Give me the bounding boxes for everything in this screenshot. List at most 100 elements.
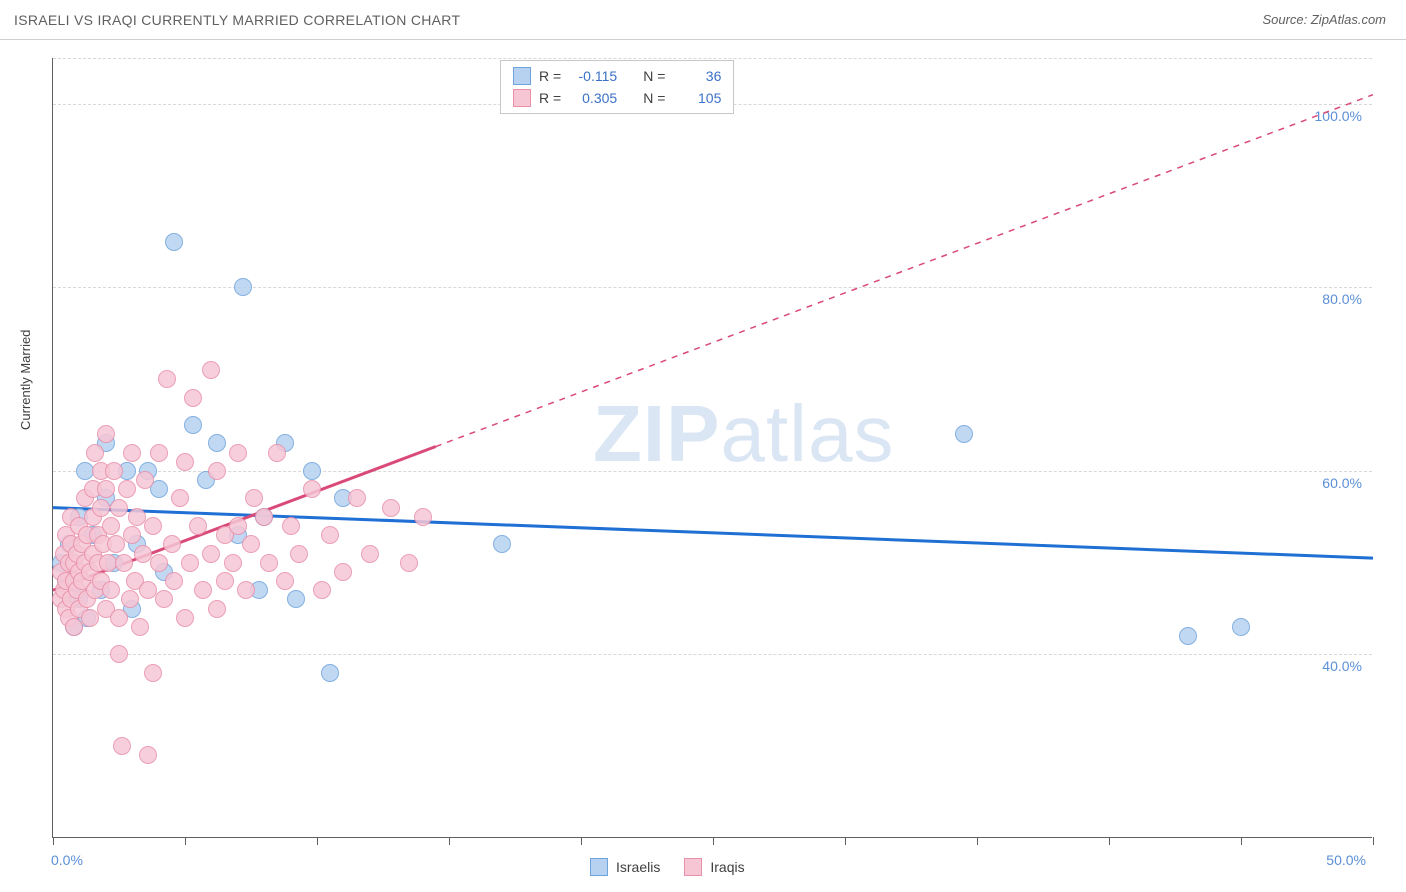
data-point-iraqis bbox=[110, 645, 128, 663]
x-tick bbox=[449, 837, 450, 845]
chart-title: ISRAELI VS IRAQI CURRENTLY MARRIED CORRE… bbox=[14, 12, 460, 28]
source-text: Source: ZipAtlas.com bbox=[1262, 12, 1386, 27]
data-point-iraqis bbox=[334, 563, 352, 581]
data-point-iraqis bbox=[237, 581, 255, 599]
grid-line bbox=[53, 654, 1372, 655]
x-tick bbox=[845, 837, 846, 845]
data-point-iraqis bbox=[163, 535, 181, 553]
data-point-iraqis bbox=[202, 545, 220, 563]
header-bar: ISRAELI VS IRAQI CURRENTLY MARRIED CORRE… bbox=[0, 0, 1406, 40]
legend-swatch bbox=[590, 858, 608, 876]
grid-line bbox=[53, 58, 1372, 59]
data-point-iraqis bbox=[144, 517, 162, 535]
data-point-iraqis bbox=[136, 471, 154, 489]
legend-series-item: Israelis bbox=[590, 858, 660, 876]
x-tick bbox=[1109, 837, 1110, 845]
legend-series-label: Iraqis bbox=[710, 859, 744, 875]
legend-r-label: R = bbox=[539, 90, 561, 106]
data-point-iraqis bbox=[105, 462, 123, 480]
data-point-israelis bbox=[1179, 627, 1197, 645]
data-point-iraqis bbox=[176, 453, 194, 471]
x-tick bbox=[1241, 837, 1242, 845]
data-point-iraqis bbox=[123, 444, 141, 462]
data-point-iraqis bbox=[115, 554, 133, 572]
data-point-iraqis bbox=[348, 489, 366, 507]
data-point-iraqis bbox=[110, 609, 128, 627]
data-point-iraqis bbox=[110, 499, 128, 517]
plot-area: ZIPatlas 40.0%60.0%80.0%100.0%0.0%50.0% bbox=[52, 58, 1372, 838]
x-tick bbox=[1373, 837, 1374, 845]
legend-r-value: -0.115 bbox=[569, 68, 617, 84]
legend-correlation: R =-0.115N =36R =0.305N =105 bbox=[500, 60, 734, 114]
data-point-israelis bbox=[1232, 618, 1250, 636]
legend-swatch bbox=[684, 858, 702, 876]
legend-corr-row: R =-0.115N =36 bbox=[513, 65, 721, 87]
x-tick bbox=[53, 837, 54, 845]
data-point-iraqis bbox=[414, 508, 432, 526]
data-point-iraqis bbox=[113, 737, 131, 755]
x-tick-label: 0.0% bbox=[51, 852, 83, 868]
y-axis-label: Currently Married bbox=[18, 330, 33, 430]
data-point-iraqis bbox=[165, 572, 183, 590]
legend-series-item: Iraqis bbox=[684, 858, 744, 876]
data-point-iraqis bbox=[229, 444, 247, 462]
data-point-iraqis bbox=[245, 489, 263, 507]
y-tick-label: 80.0% bbox=[1322, 291, 1362, 307]
watermark: ZIPatlas bbox=[593, 388, 894, 480]
data-point-iraqis bbox=[171, 489, 189, 507]
data-point-israelis bbox=[287, 590, 305, 608]
data-point-iraqis bbox=[208, 600, 226, 618]
legend-corr-row: R =0.305N =105 bbox=[513, 87, 721, 109]
data-point-israelis bbox=[234, 278, 252, 296]
data-point-iraqis bbox=[121, 590, 139, 608]
data-point-iraqis bbox=[208, 462, 226, 480]
x-tick bbox=[185, 837, 186, 845]
data-point-iraqis bbox=[382, 499, 400, 517]
data-point-iraqis bbox=[102, 517, 120, 535]
data-point-israelis bbox=[165, 233, 183, 251]
data-point-iraqis bbox=[303, 480, 321, 498]
data-point-iraqis bbox=[268, 444, 286, 462]
data-point-iraqis bbox=[224, 554, 242, 572]
data-point-iraqis bbox=[260, 554, 278, 572]
data-point-iraqis bbox=[242, 535, 260, 553]
watermark-bold: ZIP bbox=[593, 389, 720, 478]
data-point-iraqis bbox=[202, 361, 220, 379]
x-tick bbox=[977, 837, 978, 845]
data-point-iraqis bbox=[216, 572, 234, 590]
legend-swatch bbox=[513, 67, 531, 85]
data-point-iraqis bbox=[290, 545, 308, 563]
data-point-iraqis bbox=[150, 554, 168, 572]
legend-n-value: 105 bbox=[673, 90, 721, 106]
data-point-iraqis bbox=[118, 480, 136, 498]
y-tick-label: 60.0% bbox=[1322, 475, 1362, 491]
data-point-israelis bbox=[955, 425, 973, 443]
data-point-israelis bbox=[184, 416, 202, 434]
data-point-iraqis bbox=[400, 554, 418, 572]
legend-n-label: N = bbox=[643, 90, 665, 106]
legend-series-label: Israelis bbox=[616, 859, 660, 875]
legend-r-label: R = bbox=[539, 68, 561, 84]
data-point-iraqis bbox=[97, 480, 115, 498]
legend-series: Israelis Iraqis bbox=[590, 858, 745, 876]
data-point-iraqis bbox=[276, 572, 294, 590]
y-tick-label: 40.0% bbox=[1322, 658, 1362, 674]
data-point-iraqis bbox=[361, 545, 379, 563]
trend-line-dashed-iraqis bbox=[436, 95, 1373, 447]
data-point-israelis bbox=[303, 462, 321, 480]
data-point-iraqis bbox=[150, 444, 168, 462]
data-point-iraqis bbox=[102, 581, 120, 599]
x-tick bbox=[317, 837, 318, 845]
data-point-iraqis bbox=[97, 425, 115, 443]
data-point-iraqis bbox=[255, 508, 273, 526]
data-point-israelis bbox=[321, 664, 339, 682]
data-point-iraqis bbox=[81, 609, 99, 627]
trend-svg bbox=[53, 58, 1373, 838]
data-point-iraqis bbox=[158, 370, 176, 388]
x-tick-label: 50.0% bbox=[1326, 852, 1366, 868]
data-point-iraqis bbox=[181, 554, 199, 572]
data-point-israelis bbox=[493, 535, 511, 553]
data-point-iraqis bbox=[321, 526, 339, 544]
data-point-iraqis bbox=[123, 526, 141, 544]
data-point-israelis bbox=[208, 434, 226, 452]
